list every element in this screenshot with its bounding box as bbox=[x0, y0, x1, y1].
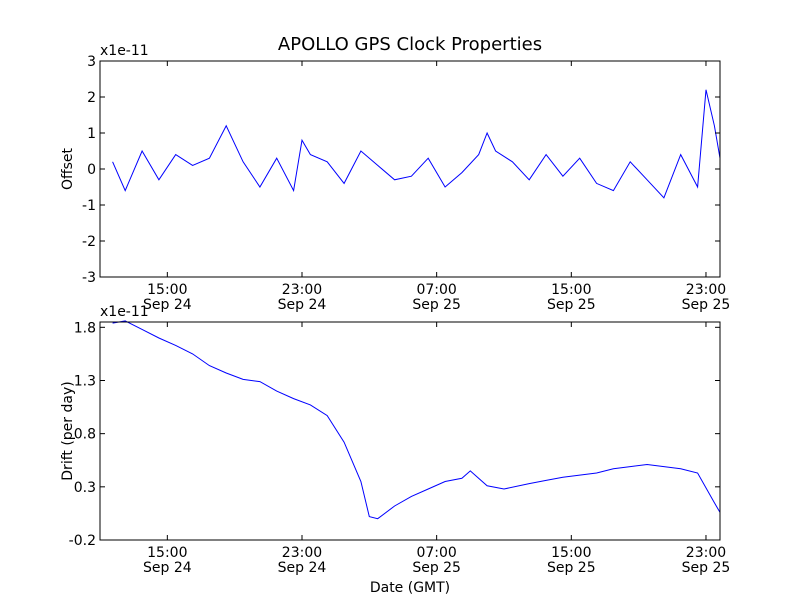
x-tick-time-label: 23:00 bbox=[686, 282, 726, 298]
x-tick-time-label: 07:00 bbox=[416, 282, 456, 298]
y-tick-label: -3 bbox=[82, 270, 96, 286]
plot-frame bbox=[99, 321, 721, 541]
y-tick-label: 2 bbox=[87, 90, 96, 106]
chart-title: APOLLO GPS Clock Properties bbox=[278, 34, 542, 55]
y-axis-label: Drift (per day) bbox=[60, 381, 76, 480]
y-tick-label: -0.2 bbox=[69, 533, 96, 549]
x-tick-date-label: Sep 25 bbox=[412, 560, 461, 576]
series-line bbox=[112, 89, 721, 199]
y-tick-label: -2 bbox=[82, 234, 96, 250]
y-tick-label: 1.3 bbox=[74, 373, 96, 389]
x-tick-date-label: Sep 25 bbox=[682, 560, 731, 576]
y-tick-label: -1 bbox=[82, 198, 96, 214]
y-tick-label: 0 bbox=[87, 162, 96, 178]
y-tick-label: 1 bbox=[87, 126, 96, 142]
x-tick-date-label: Sep 24 bbox=[278, 560, 327, 576]
x-tick-date-label: Sep 25 bbox=[412, 297, 461, 313]
y-tick-label: 0.3 bbox=[74, 480, 96, 496]
x-axis-label: Date (GMT) bbox=[370, 580, 450, 596]
x-tick-date-label: Sep 25 bbox=[547, 560, 596, 576]
x-tick-time-label: 15:00 bbox=[551, 282, 591, 298]
x-tick-time-label: 15:00 bbox=[147, 282, 187, 298]
x-tick-time-label: 07:00 bbox=[416, 545, 456, 561]
x-tick-date-label: Sep 24 bbox=[143, 560, 192, 576]
x-tick-time-label: 15:00 bbox=[147, 545, 187, 561]
x-tick-time-label: 23:00 bbox=[282, 545, 322, 561]
y-tick-label: 0.8 bbox=[74, 427, 96, 443]
x-tick-date-label: Sep 24 bbox=[278, 297, 327, 313]
series-line bbox=[112, 320, 721, 520]
x-tick-date-label: Sep 24 bbox=[143, 297, 192, 313]
exponent-label: x1e-11 bbox=[100, 304, 149, 320]
y-axis-label: Offset bbox=[60, 147, 76, 190]
x-tick-date-label: Sep 25 bbox=[682, 297, 731, 313]
x-tick-time-label: 15:00 bbox=[551, 545, 591, 561]
exponent-label: x1e-11 bbox=[100, 43, 149, 59]
x-tick-time-label: 23:00 bbox=[686, 545, 726, 561]
x-tick-date-label: Sep 25 bbox=[547, 297, 596, 313]
x-tick-time-label: 23:00 bbox=[282, 282, 322, 298]
y-tick-label: 3 bbox=[87, 54, 96, 70]
y-tick-label: 1.8 bbox=[74, 320, 96, 336]
